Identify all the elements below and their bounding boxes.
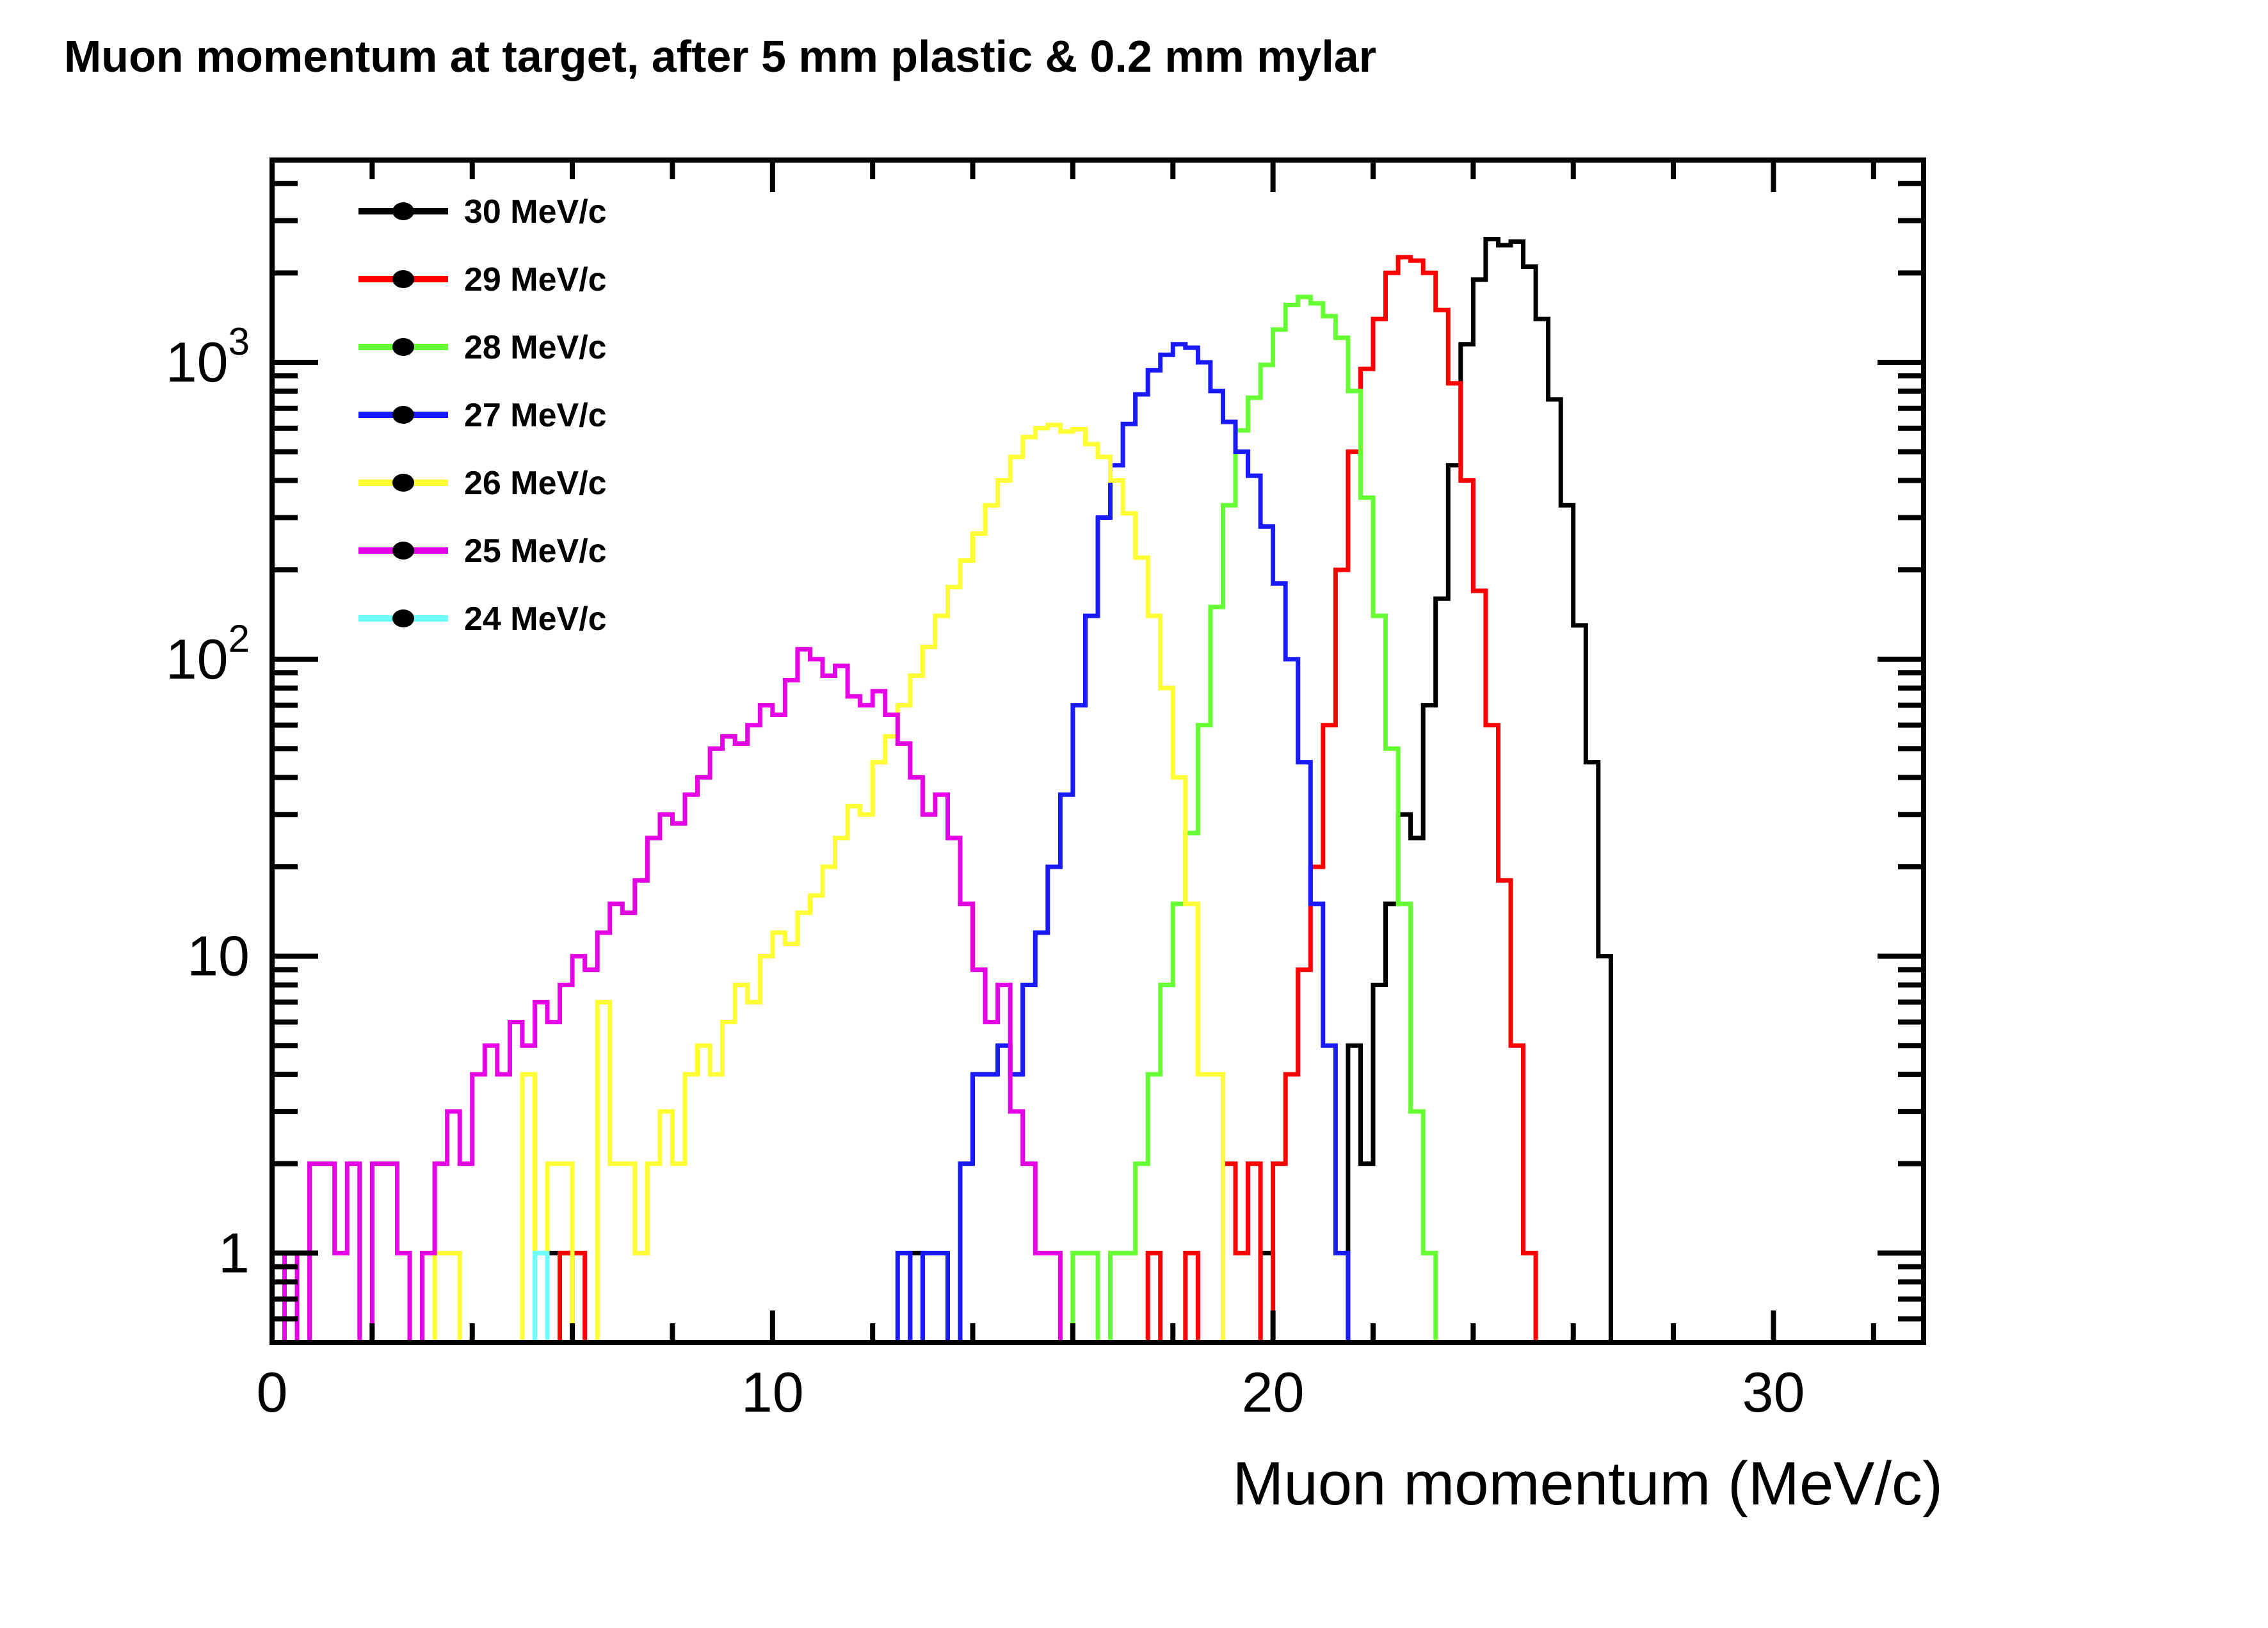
legend-entry-30-mev-c: 30 MeV/c xyxy=(358,193,607,230)
legend-entry-26-mev-c: 26 MeV/c xyxy=(358,465,607,502)
x-tick-labels: 0 10 20 30 xyxy=(257,1360,1805,1424)
series-path-25-mev-c xyxy=(282,647,1063,1345)
y-tick-label-10: 10 xyxy=(187,924,250,988)
legend-label: 26 MeV/c xyxy=(464,465,607,502)
legend-entry-27-mev-c: 27 MeV/c xyxy=(358,397,607,434)
y-tick-label-103: 103 xyxy=(166,320,250,394)
legend-marker-dot-icon xyxy=(392,338,414,356)
plot-frame xyxy=(269,157,1926,1345)
legend-entry-25-mev-c: 25 MeV/c xyxy=(358,533,607,570)
legend-marker-dot-icon xyxy=(392,270,414,288)
series-path-30-mev-c xyxy=(545,237,1613,1345)
legend-marker-dot-icon xyxy=(392,542,414,560)
y-tick-label-102: 102 xyxy=(166,617,250,691)
legend-entry-28-mev-c: 28 MeV/c xyxy=(358,329,607,366)
legend-entry-29-mev-c: 29 MeV/c xyxy=(358,261,607,298)
legend-label: 27 MeV/c xyxy=(464,397,607,434)
x-tick-label-30: 30 xyxy=(1742,1360,1805,1424)
legend-label: 28 MeV/c xyxy=(464,329,607,366)
y-tick-labels: 1 10 102 103 xyxy=(166,320,250,1284)
axis-ticks xyxy=(269,160,1924,1345)
legend-marker-dot-icon xyxy=(392,406,414,424)
x-tick-label-0: 0 xyxy=(257,1360,288,1424)
legend-marker-dot-icon xyxy=(392,474,414,492)
legend-entry-24-mev-c: 24 MeV/c xyxy=(358,600,607,638)
series-path-26-mev-c xyxy=(432,423,1225,1345)
legend-marker-dot-icon xyxy=(392,202,414,220)
legend-label: 29 MeV/c xyxy=(464,261,607,298)
x-tick-label-10: 10 xyxy=(741,1360,804,1424)
x-axis-title: Muon momentum (MeV/c) xyxy=(1232,1449,1943,1518)
series-path-27-mev-c xyxy=(895,342,1351,1345)
y-tick-label-1: 1 xyxy=(218,1221,250,1284)
series-path-29-mev-c xyxy=(558,255,1538,1345)
x-tick-label-20: 20 xyxy=(1242,1360,1305,1424)
legend-marker-dot-icon xyxy=(392,609,414,627)
legend: 30 MeV/c 29 MeV/c 28 MeV/c 27 MeV/c 26 MeV/c… xyxy=(358,193,607,638)
chart-title: Muon momentum at target, after 5 mm plas… xyxy=(64,31,1376,81)
legend-label: 24 MeV/c xyxy=(464,600,607,638)
series-path-28-mev-c xyxy=(1070,294,1438,1345)
legend-label: 25 MeV/c xyxy=(464,533,607,570)
legend-label: 30 MeV/c xyxy=(464,193,607,230)
